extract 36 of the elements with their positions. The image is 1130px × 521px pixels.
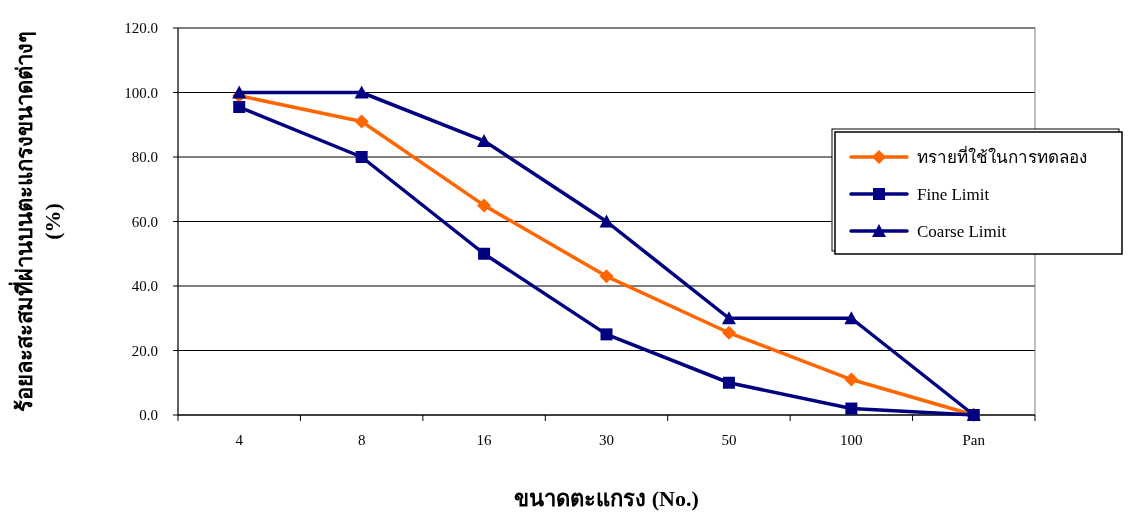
y-tick-label: 20.0 [131, 342, 158, 359]
point [844, 372, 859, 387]
point [233, 101, 246, 114]
x-tick-label: 100 [840, 432, 863, 448]
y-tick-label: 120.0 [124, 20, 158, 36]
y-tick-label: 100.0 [124, 84, 158, 101]
point [844, 311, 859, 325]
y-tick-label: 80.0 [131, 149, 158, 165]
x-tick-label: Pan [962, 432, 986, 448]
point [721, 311, 736, 325]
y-tick-label: 40.0 [131, 278, 158, 294]
y-axis-title: ร้อยละสะสมที่ผ่านบนตะแกรงขนาดต่างๆ (%) [8, 31, 65, 412]
x-axis-title: ขนาดตะแกรง (No.) [514, 486, 699, 511]
y-tick-label: 60.0 [131, 213, 158, 230]
point [599, 214, 614, 228]
point [232, 85, 247, 99]
point [845, 402, 858, 415]
x-tick-label: 30 [599, 432, 614, 448]
legend-label: ทรายที่ใช้ในการทดลอง [917, 145, 1087, 167]
legend-label: Coarse Limit [917, 222, 1007, 241]
point [599, 269, 614, 284]
point [355, 151, 368, 163]
point [600, 328, 613, 341]
point [722, 376, 735, 389]
x-tick-label: 16 [476, 432, 493, 448]
point [477, 133, 492, 147]
x-tick-label: 50 [721, 432, 737, 448]
y-tick-label: 0.0 [139, 407, 158, 423]
point [477, 198, 492, 213]
x-tick-label: 4 [235, 432, 244, 448]
point [721, 325, 736, 340]
x-tick-label: 8 [357, 432, 366, 448]
legend-label: Fine Limit [917, 185, 990, 204]
point [478, 247, 491, 260]
point [354, 114, 369, 129]
point [354, 85, 369, 99]
